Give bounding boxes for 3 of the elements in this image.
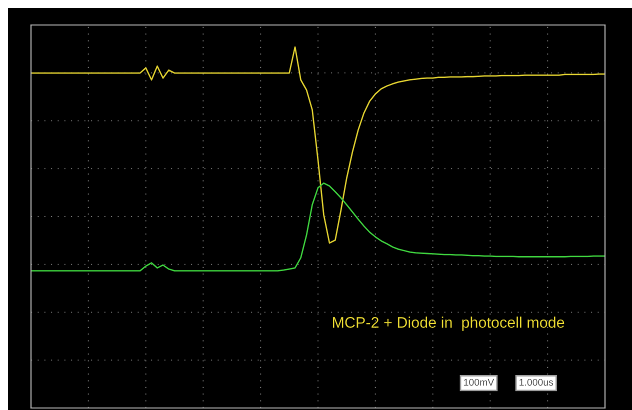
annotation: 1.000us [520,378,554,386]
annotation: 100mV [464,378,494,386]
annotation: MCP-2 + Diode in photocell mode [332,316,564,331]
